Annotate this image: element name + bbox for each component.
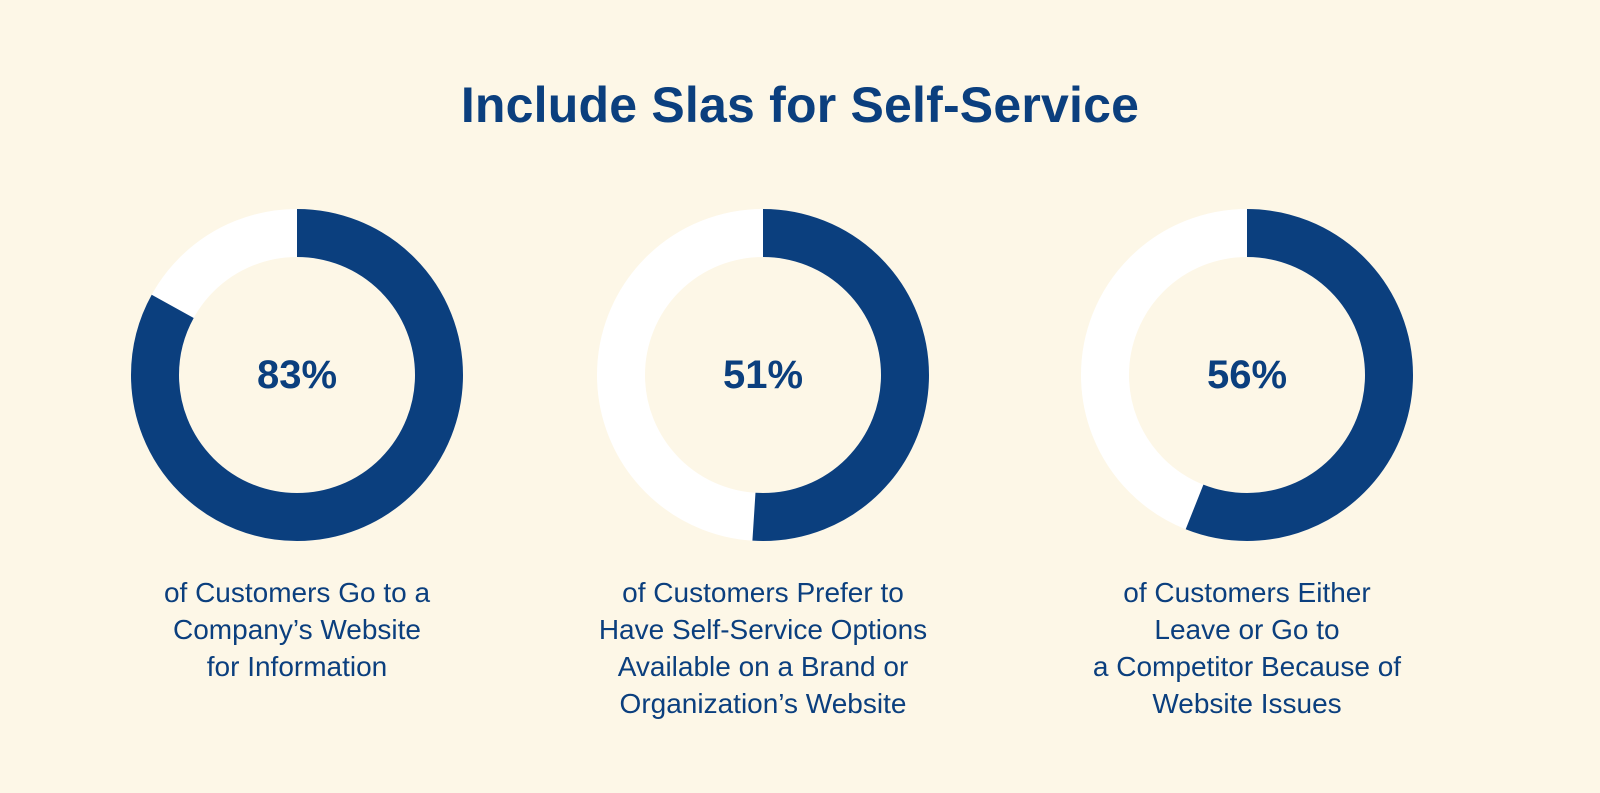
chart-caption: of Customers Go to a Company’s Website for… [97, 574, 497, 685]
caption-line: Leave or Go to [1154, 614, 1340, 645]
percentage-label: 56% [1206, 352, 1288, 397]
caption-line: of Customers Prefer to [622, 577, 904, 608]
page-title: Include Slas for Self-Service [460, 77, 1140, 133]
caption-line: Have Self-Service Options [598, 614, 928, 645]
caption-line: a Competitor Because of [1092, 651, 1402, 682]
caption-line: of Customers Go to a [163, 577, 431, 608]
donut-svg [1081, 209, 1413, 541]
caption-line: Company’s Website [173, 614, 421, 645]
caption-line: Available on a Brand or [617, 651, 909, 682]
donut-value-slice [1081, 209, 1413, 541]
caption-line: of Customers Either [1123, 577, 1371, 608]
chart-caption: of Customers Either Leave or Go to a Compe… [1047, 574, 1447, 722]
caption-line: Website Issues [1152, 688, 1342, 719]
donut-svg [597, 209, 929, 541]
caption-line: Organization’s Website [619, 688, 907, 719]
percentage-label: 51% [722, 352, 804, 397]
donut-chart-2: 51% of Customers Prefer to Have Self-Servi… [563, 208, 963, 738]
donut-chart-1: 83% of Customers Go to a Company’s Website… [97, 208, 497, 738]
donut-ring: 51% [596, 208, 930, 542]
donut-svg [131, 209, 463, 541]
percentage-label: 83% [256, 352, 338, 397]
donut-ring: 83% [130, 208, 464, 542]
donut-value-slice [597, 209, 929, 541]
donut-ring: 56% [1080, 208, 1414, 542]
caption-line: for Information [206, 651, 388, 682]
chart-caption: of Customers Prefer to Have Self-Service … [563, 574, 963, 722]
donut-value-slice [131, 209, 463, 541]
donut-chart-3: 56% of Customers Either Leave or Go to a Co… [1047, 208, 1447, 738]
